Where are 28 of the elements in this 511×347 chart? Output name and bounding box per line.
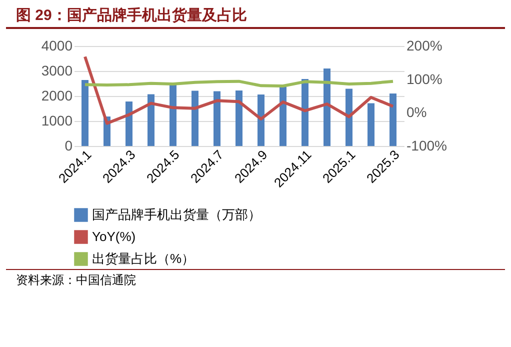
y-tick-label: 3000 (41, 62, 73, 78)
bar (368, 103, 374, 146)
bar (390, 94, 396, 146)
bar (192, 90, 198, 146)
y2-tick-label: 100% (406, 70, 442, 87)
y-tick-label: 4000 (41, 38, 73, 54)
bar (280, 87, 286, 146)
bar (236, 90, 242, 146)
bar (346, 88, 352, 146)
line-series (84, 55, 394, 125)
y2-tick-label: -100% (406, 138, 447, 154)
y2-tick-label: 0% (406, 104, 427, 120)
bar (148, 94, 154, 146)
legend-label: 出货量占比（%） (92, 251, 195, 266)
text: 资料来源：中国信通院 (6, 269, 505, 291)
bar (324, 68, 330, 146)
y-tick-label: 0 (64, 138, 73, 154)
y-tick-label: 2000 (41, 88, 73, 104)
bar (302, 79, 308, 146)
bar (126, 102, 132, 146)
bar (258, 94, 264, 146)
legend-label: YoY(%) (92, 229, 136, 244)
y2-tick-label: 200% (406, 38, 442, 54)
y-tick-label: 1000 (41, 112, 73, 128)
bar (214, 91, 220, 146)
bar (82, 80, 88, 146)
legend-label: 国产品牌手机出货量（万部） (92, 207, 261, 222)
chart-title: 图 29：国产品牌手机出货量及占比 (6, 0, 505, 29)
